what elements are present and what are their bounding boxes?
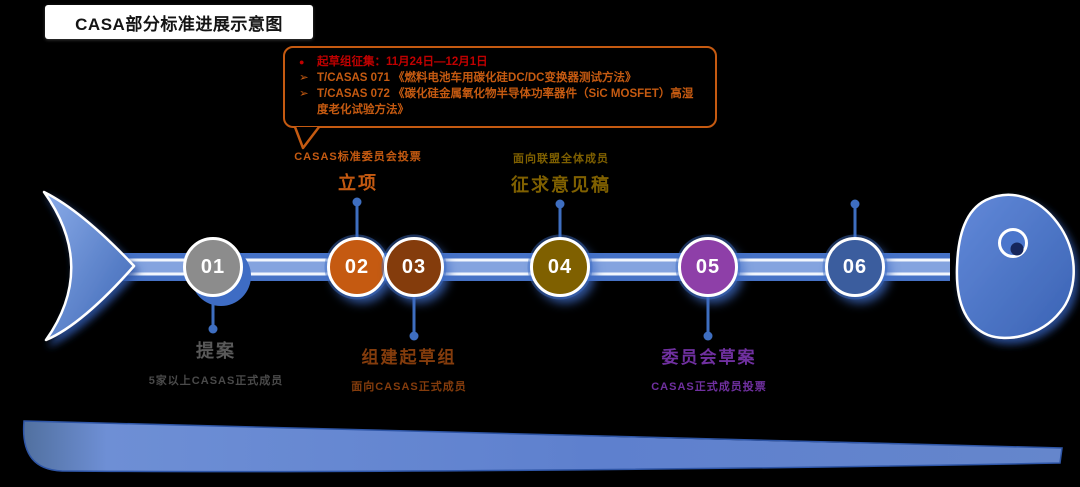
stage-subtitle: 5家以上CASAS正式成员	[148, 375, 284, 387]
page-title: CASA部分标准进展示意图	[75, 14, 283, 34]
fish-head-shape	[955, 193, 1075, 340]
stage-node-03: 03	[384, 237, 444, 297]
standards-callout-box: ● 起草组征集：11月24日—12月1日 ➢ T/CASAS 071 《燃料电池…	[283, 46, 717, 128]
stage-label-drafting-group: 组建起草组 面向CASAS正式成员	[351, 343, 467, 394]
stage-node-04: 04	[530, 237, 590, 297]
stage-node-06: 06	[825, 237, 885, 297]
stage-subtitle: 面向联盟全体成员	[513, 153, 609, 165]
stage-title: 提案	[196, 341, 236, 361]
stage-label-initiation: CASAS标准委员会投票 立项	[294, 148, 422, 195]
stage-label-proposal: 提案 5家以上CASAS正式成员	[149, 337, 284, 388]
stage-number: 06	[842, 255, 868, 278]
callout-item-row: ➢ T/CASAS 072 《碳化硅金属氧化物半导体功率器件（SiC MOSFE…	[299, 86, 701, 118]
stage-connectors	[208, 197, 860, 341]
fish-tail-shape	[42, 190, 136, 342]
stage-subtitle: CASAS标准委员会投票	[294, 151, 422, 163]
stage-number: 03	[401, 255, 427, 278]
stage-number: 01	[200, 255, 226, 278]
bullet-icon: ●	[299, 57, 305, 67]
stage-subtitle: 面向CASAS正式成员	[351, 381, 467, 393]
fish-eye-pupil-icon	[1010, 242, 1024, 256]
stage-node-02: 02	[327, 237, 387, 297]
stage-title: 立项	[337, 173, 378, 193]
stage-subtitle: CASAS正式成员投票	[651, 381, 767, 393]
stage-title: 委员会草案	[661, 348, 757, 367]
bottom-wave-shape	[22, 420, 1063, 473]
arrow-bullet-icon: ➢	[299, 88, 309, 100]
diagram-title-box: CASA部分标准进展示意图	[45, 5, 313, 39]
standard-item-072: T/CASAS 072 《碳化硅金属氧化物半导体功率器件（SiC MOSFET）…	[317, 88, 694, 116]
callout-heading: 起草组征集：11月24日—12月1日	[317, 56, 488, 68]
stage-number: 02	[344, 255, 370, 278]
stage-title: 组建起草组	[361, 348, 457, 367]
stage-node-01: 01	[183, 237, 243, 297]
stage-title: 征求意见稿	[511, 175, 611, 195]
stage-number: 05	[695, 255, 721, 278]
stage-label-comment-draft: 面向联盟全体成员 征求意见稿	[511, 150, 611, 197]
callout-tail-icon	[293, 126, 320, 150]
stage-number: 04	[547, 255, 573, 278]
arrow-bullet-icon: ➢	[299, 72, 309, 84]
standard-item-071: T/CASAS 071 《燃料电池车用碳化硅DC/DC变换器测试方法》	[317, 72, 637, 84]
callout-item-row: ➢ T/CASAS 071 《燃料电池车用碳化硅DC/DC变换器测试方法》	[299, 70, 701, 86]
stage-label-committee-draft: 委员会草案 CASAS正式成员投票	[651, 343, 767, 394]
stage-node-05: 05	[678, 237, 738, 297]
callout-heading-row: ● 起草组征集：11月24日—12月1日	[299, 54, 701, 70]
